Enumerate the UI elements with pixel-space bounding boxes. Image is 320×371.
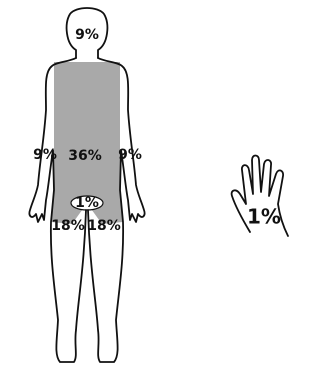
trunk-label: 36% bbox=[68, 148, 102, 164]
left-arm-label: 9% bbox=[33, 147, 57, 163]
right-arm-label: 9% bbox=[118, 147, 142, 163]
left-leg-label: 18% bbox=[51, 218, 85, 234]
page: {"body_regions": [ {"region": "head", "l… bbox=[0, 0, 293, 371]
hand-label: 1% bbox=[247, 205, 281, 229]
rule-of-nines-diagram: 9% 36% 9% 9% 1% 18% 18% 1% bbox=[0, 0, 293, 371]
right-leg-label: 18% bbox=[87, 218, 121, 234]
head-label: 9% bbox=[75, 27, 99, 43]
genital-label: 1% bbox=[75, 195, 99, 211]
